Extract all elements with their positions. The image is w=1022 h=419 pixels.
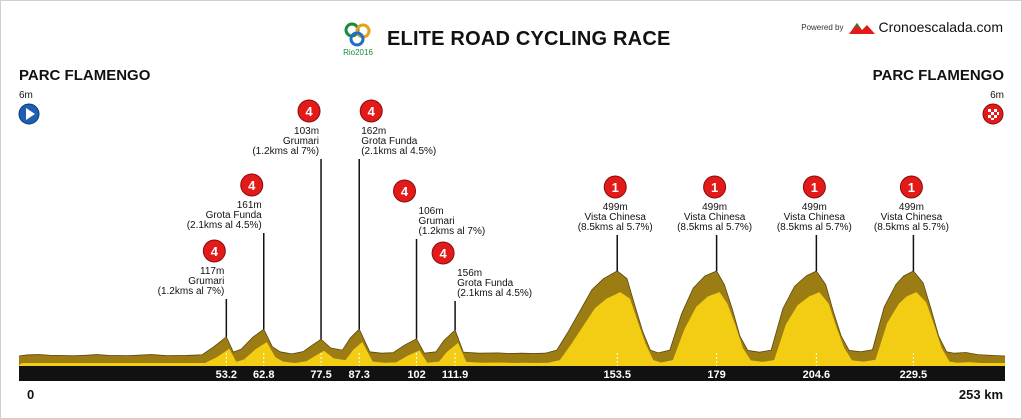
category-label: 4 [211,244,219,259]
climb-detail: (8.5kms al 5.7%) [777,222,852,233]
powered-by-label: Powered by [801,22,844,32]
brand-link[interactable]: Cronoescalada.com [878,19,1003,35]
x-tick-label: 102 [407,369,425,381]
x-tick-label: 87.3 [349,369,370,381]
climb-altitude: 106m [419,206,444,217]
climb-altitude: 499m [702,202,727,213]
category-badge-icon [802,175,826,199]
profile-ridge-line [18,270,1006,357]
x-tick-label: 179 [707,369,725,381]
x-tick-label: 77.5 [310,369,331,381]
finish-checkered-flag-icon [982,103,1004,125]
category-badge-icon [431,241,455,265]
logo-text: Rio2016 [343,48,373,57]
x-tick-label: 62.8 [253,369,274,381]
category-badge-icon [359,99,383,123]
category-badge-icon [202,239,226,263]
category-label: 4 [368,104,376,119]
category-badge-icon [603,175,627,199]
x-start-label: 0 [27,387,34,402]
category-label: 4 [401,184,409,199]
header: Rio2016 ELITE ROAD CYCLING RACE [341,19,671,59]
climb-altitude: 103m [294,126,319,137]
mountain-logo-icon [849,23,876,34]
climb-altitude: 499m [802,202,827,213]
category-badge-icon [297,99,321,123]
x-end-label: 253 km [959,387,1003,402]
climb-detail: (2.1kms al 4.5%) [187,220,262,231]
finish-location: PARC FLAMENGO [872,67,1004,84]
category-badge-icon [240,173,264,197]
race-title: ELITE ROAD CYCLING RACE [387,27,671,50]
climb-detail: (1.2kms al 7%) [158,286,225,297]
powered-by: Powered by Cronoescalada.com [801,19,1003,35]
climb-detail: (1.2kms al 7%) [252,146,319,157]
climb-name: Vista Chinesa [684,212,746,223]
climb-name: Grota Funda [361,136,418,147]
climb-detail: (2.1kms al 4.5%) [361,146,436,157]
category-label: 4 [248,178,256,193]
climb-altitude: 162m [361,126,386,137]
climb-altitude: 499m [603,202,628,213]
category-label: 4 [305,104,313,119]
climb-detail: (8.5kms al 5.7%) [578,222,653,233]
distance-axis-bar [19,366,1005,381]
category-badge-icon [703,175,727,199]
climb-detail: (8.5kms al 5.7%) [874,222,949,233]
climb-name: Vista Chinesa [784,212,846,223]
climb-name: Vista Chinesa [881,212,943,223]
x-tick-label: 111.9 [442,369,468,381]
climb-name: Grota Funda [206,210,263,221]
category-label: 1 [612,180,619,195]
start-location: PARC FLAMENGO [19,67,151,84]
climb-name: Grota Funda [457,278,514,289]
category-label: 1 [811,180,818,195]
x-tick-label: 229.5 [900,369,928,381]
profile-fill [19,292,1005,366]
start-play-icon [18,103,40,125]
category-badge-icon [393,179,417,203]
climb-detail: (2.1kms al 4.5%) [457,288,532,299]
category-label: 1 [908,180,915,195]
x-tick-label: 153.5 [603,369,631,381]
climb-altitude: 156m [457,268,482,279]
climb-name: Vista Chinesa [584,212,646,223]
climb-altitude: 161m [237,200,262,211]
category-badge-icon [899,175,923,199]
climb-detail: (1.2kms al 7%) [419,226,486,237]
climb-altitude: 117m [200,266,224,277]
climb-altitude: 499m [899,202,924,213]
climb-name: Grumari [283,136,319,147]
x-tick-label: 204.6 [803,369,831,381]
x-tick-label: 53.2 [216,369,237,381]
climb-name: Grumari [419,216,455,227]
category-label: 4 [439,246,447,261]
climb-detail: (8.5kms al 5.7%) [677,222,752,233]
profile-shade [19,271,1005,366]
climb-name: Grumari [188,276,224,287]
finish-altitude: 6m [990,90,1004,101]
category-label: 1 [711,180,718,195]
rio2016-logo-icon: Rio2016 [343,22,373,57]
start-altitude: 6m [19,90,33,101]
